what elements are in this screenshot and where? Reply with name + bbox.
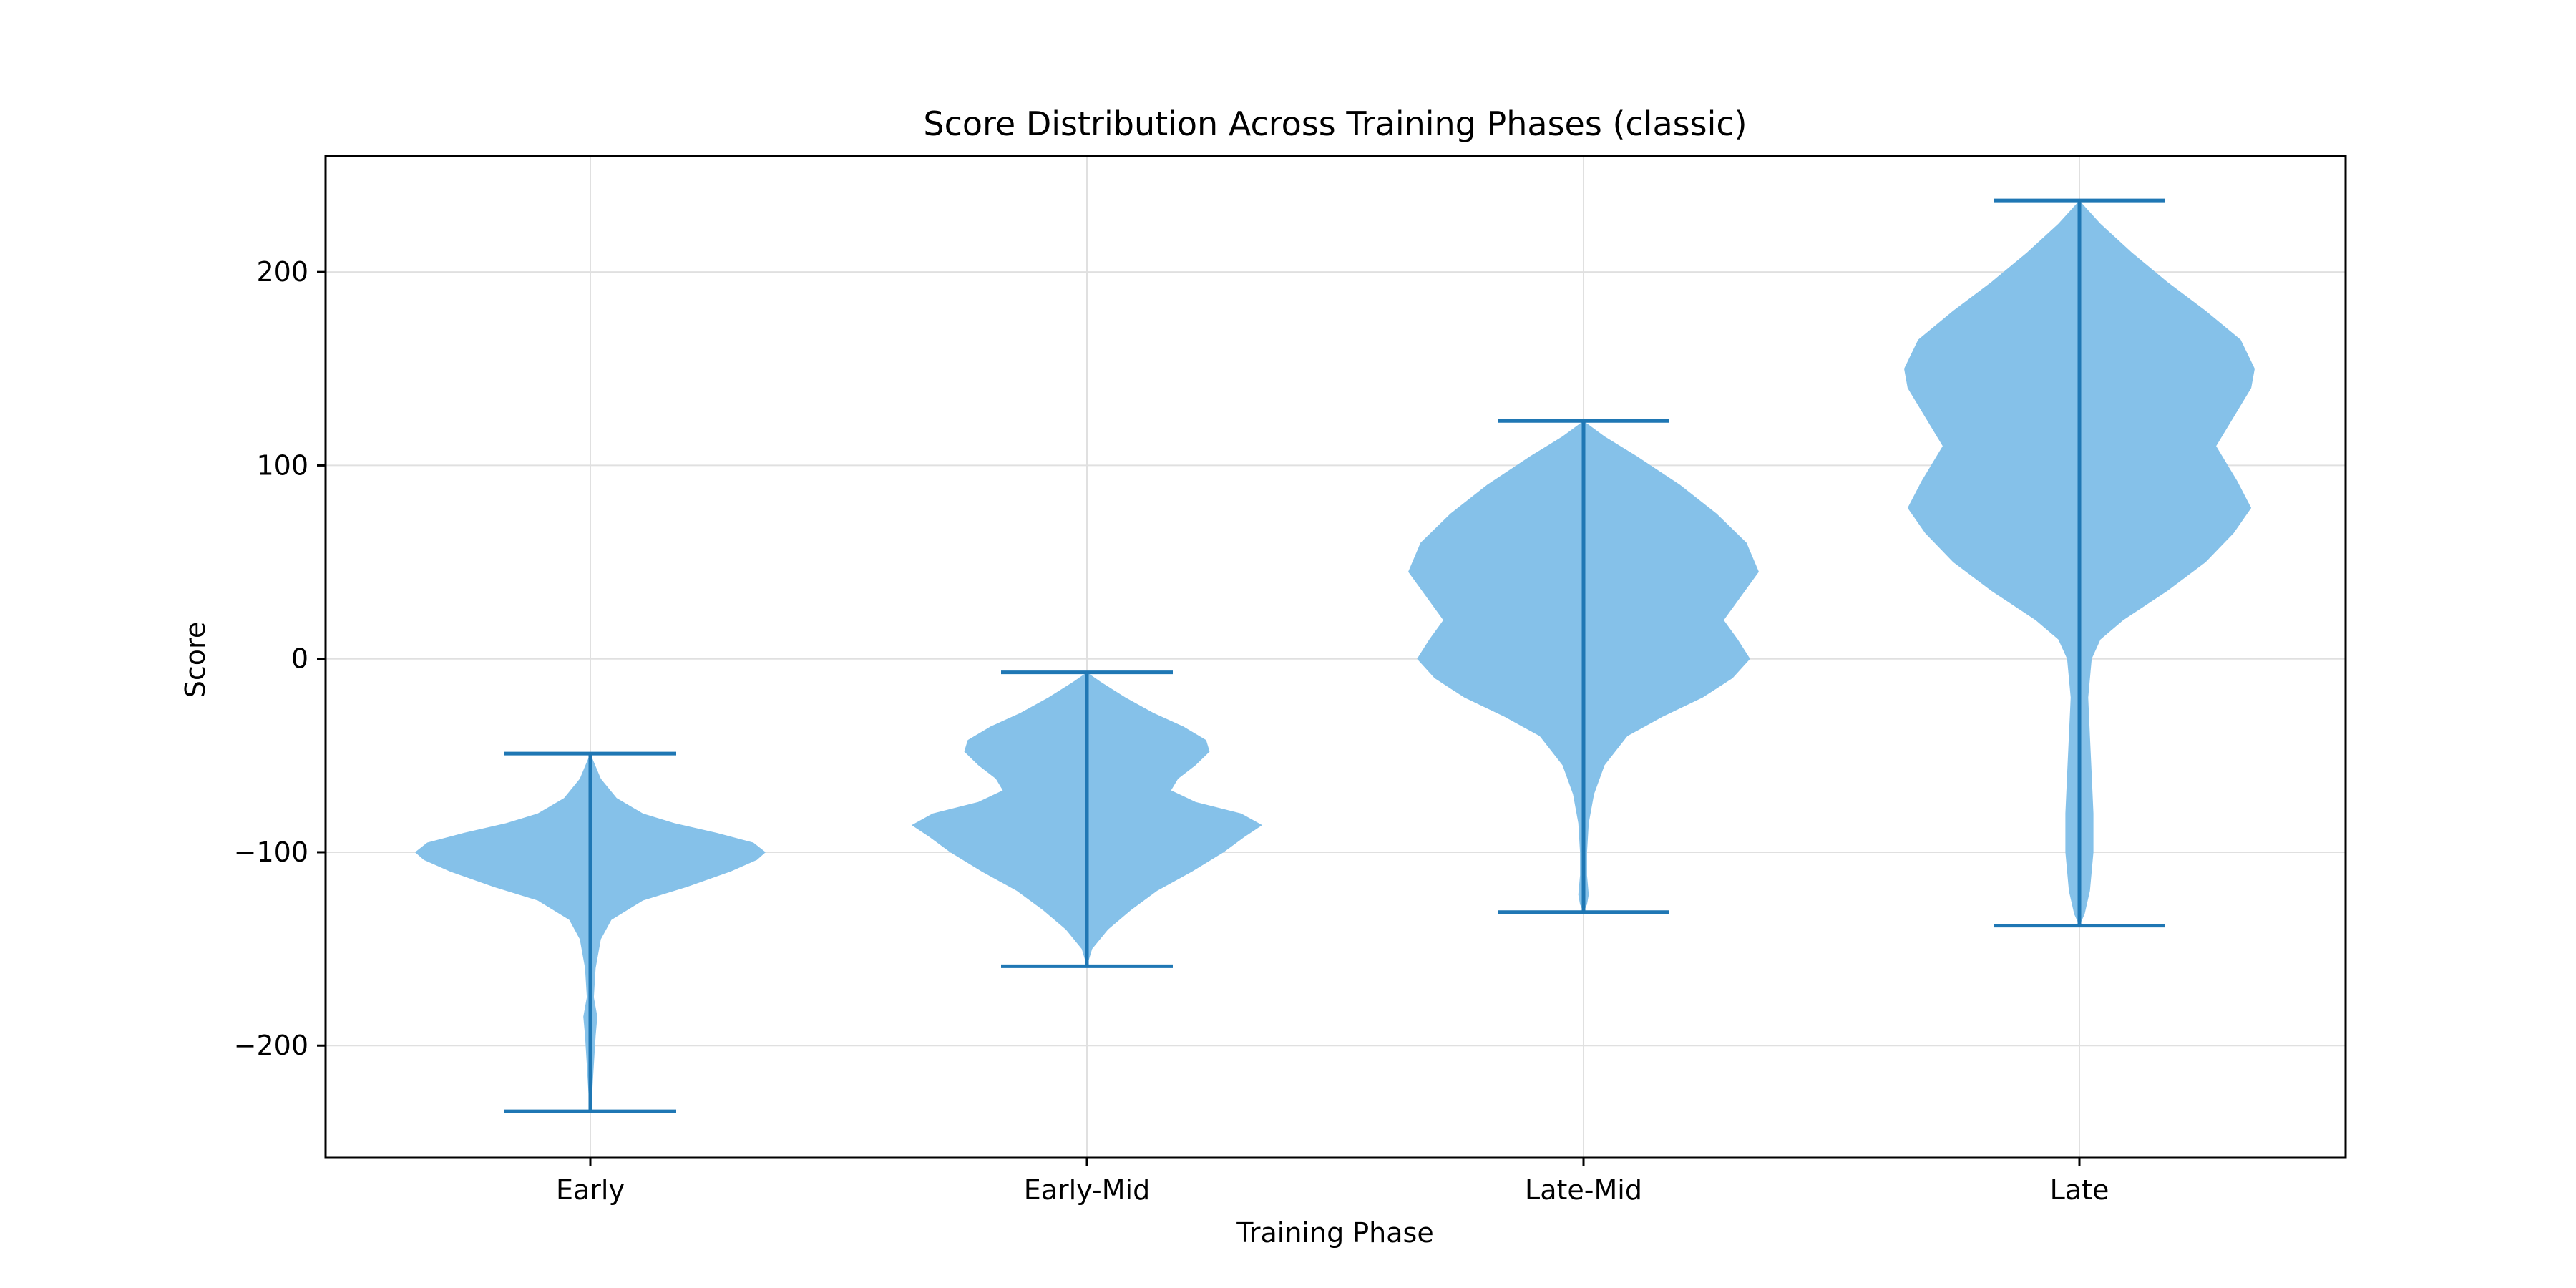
x-tick-label: Early [556, 1174, 625, 1206]
y-tick-label: 0 [291, 643, 308, 675]
x-tick-label: Late [2050, 1174, 2109, 1206]
chart-title: Score Distribution Across Training Phase… [923, 104, 1747, 143]
y-tick-label: −200 [234, 1030, 308, 1061]
y-axis-label: Score [180, 622, 211, 698]
x-tick-label: Early-Mid [1024, 1174, 1150, 1206]
axes: Early Early-Mid Late-Mid Late −200 −100 0 100 20… [234, 256, 2109, 1206]
x-tick-label: Late-Mid [1525, 1174, 1642, 1206]
y-tick-label: 100 [256, 449, 308, 481]
plot-frame [324, 155, 2347, 1159]
y-tick-label: −100 [234, 836, 308, 868]
y-tick-label: 200 [256, 256, 308, 288]
violins [415, 198, 2255, 1113]
x-axis-label: Training Phase [1236, 1217, 1433, 1249]
